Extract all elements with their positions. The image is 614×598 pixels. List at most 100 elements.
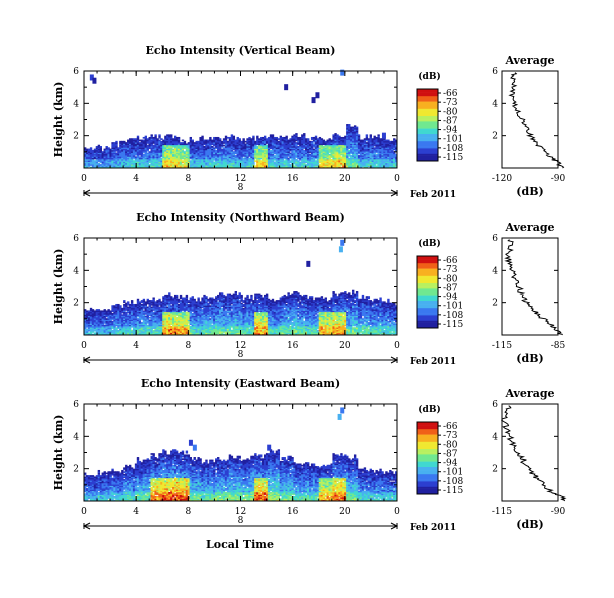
heatmap-cell: [207, 162, 210, 165]
heatmap-cell: [277, 148, 281, 151]
heatmap-cell: [150, 302, 153, 305]
heatmap-cell: [119, 160, 122, 162]
heatmap-cell: [158, 142, 161, 144]
heatmap-cell: [146, 331, 149, 333]
heatmap-cell: [136, 323, 140, 326]
heatmap-cell: [365, 156, 369, 159]
heatmap-cell: [111, 156, 114, 159]
heatmap-cell: [373, 158, 376, 161]
heatmap-cell: [99, 329, 103, 332]
heatmap-cell: [363, 151, 367, 153]
heatmap-cell: [224, 140, 228, 143]
heatmap-cell: [307, 149, 310, 152]
heatmap-cell: [289, 152, 292, 155]
heatmap-cell: [168, 165, 171, 168]
heatmap-cell: [236, 160, 239, 162]
heatmap-cell: [127, 331, 130, 333]
heatmap-cell: [173, 146, 177, 148]
heatmap-cell: [95, 309, 99, 311]
heatmap-cell: [326, 157, 329, 160]
heatmap-cell: [170, 142, 173, 144]
heatmap-cell: [220, 162, 224, 165]
heatmap-cell: [99, 153, 103, 156]
heatmap-cell: [148, 316, 151, 319]
heatmap-cell: [218, 139, 222, 142]
heatmap-cell: [97, 324, 101, 327]
heatmap-cell: [187, 142, 191, 144]
heatmap-cell: [158, 327, 161, 329]
heatmap-cell: [158, 322, 161, 324]
heatmap-cell: [215, 156, 218, 159]
heatmap-cell: [340, 139, 343, 142]
heatmap-cell: [334, 138, 337, 140]
heatmap-cell: [142, 160, 146, 162]
heatmap-cell: [136, 329, 140, 332]
heatmap-cell: [332, 158, 335, 161]
heatmap-cell: [156, 310, 159, 313]
heatmap-cell: [199, 142, 202, 144]
heatmap-cell: [115, 332, 118, 335]
heatmap-cell: [199, 151, 202, 153]
heatmap-cell: [166, 320, 169, 323]
heatmap-cell: [111, 315, 114, 318]
heatmap-cell: [236, 151, 239, 153]
heatmap-cell: [271, 143, 275, 146]
heatmap-cell: [293, 143, 296, 146]
heatmap-cell: [260, 162, 263, 165]
heatmap-cell: [299, 162, 302, 165]
heatmap-cell: [170, 305, 173, 307]
heatmap-cell: [218, 142, 222, 144]
heatmap-cell: [154, 134, 157, 137]
heatmap-cell: [158, 328, 161, 331]
heatmap-cell: [355, 147, 359, 149]
heatmap-cell: [267, 143, 271, 146]
heatmap-cell: [262, 151, 265, 153]
heatmap-cell: [168, 310, 171, 313]
heatmap-cell: [140, 309, 144, 311]
heatmap-cell: [173, 325, 177, 328]
heatmap-cell: [170, 332, 173, 335]
heatmap-cell: [371, 158, 374, 161]
heatmap-cell: [103, 320, 106, 323]
heatmap-cell: [332, 144, 335, 147]
heatmap-cell: [289, 138, 292, 140]
heatmap-cell: [342, 151, 345, 153]
heatmap-cell: [195, 144, 198, 147]
heatmap-cell: [271, 140, 275, 143]
heatmap-cell: [355, 138, 359, 140]
heatmap-cell: [164, 142, 167, 144]
heatmap-cell: [205, 146, 208, 148]
heatmap-cell: [128, 149, 132, 152]
heatmap-cell: [127, 158, 130, 161]
heatmap-cell: [132, 319, 136, 322]
heatmap-cell: [224, 143, 228, 146]
heatmap-cell: [291, 158, 294, 161]
heatmap-cell: [305, 142, 308, 144]
heatmap-cell: [113, 147, 116, 149]
heatmap-cell: [222, 147, 226, 149]
heatmap-cell: [113, 143, 116, 146]
heatmap-cell: [103, 325, 106, 328]
heatmap-cell: [160, 310, 163, 313]
heatmap-cell: [158, 316, 161, 319]
heatmap-cell: [179, 151, 183, 153]
heatmap-cell: [128, 157, 132, 160]
heatmap-cell: [136, 143, 140, 146]
heatmap-cell: [211, 160, 214, 162]
heatmap-cell: [236, 148, 239, 151]
heatmap-cell: [387, 156, 390, 159]
heatmap-cell: [156, 303, 159, 306]
heatmap-cell: [185, 155, 189, 157]
heatmap-cell: [277, 151, 281, 153]
heatmap-cell: [222, 149, 226, 152]
heatmap-cell: [99, 327, 103, 329]
heatmap-cell: [297, 142, 300, 144]
heatmap-cell: [316, 146, 320, 148]
heatmap-cell: [353, 146, 357, 148]
heatmap-cell: [215, 149, 218, 152]
heatmap-cell: [350, 164, 353, 166]
heatmap-cell: [252, 155, 255, 157]
heatmap-cell: [336, 140, 339, 143]
heatmap-cell: [101, 322, 104, 324]
heatmap-cell: [119, 310, 122, 313]
